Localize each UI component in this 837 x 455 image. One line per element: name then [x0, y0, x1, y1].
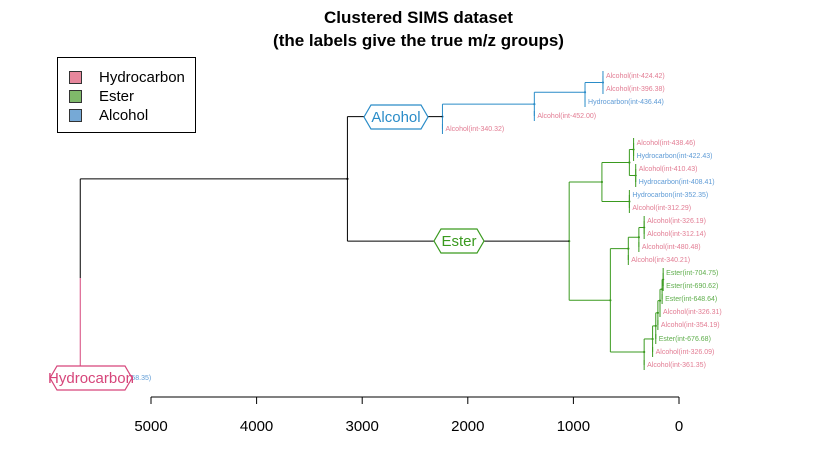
legend-item-alcohol: Alcohol	[69, 106, 148, 124]
leaf-label-hydrocarbon-int-436-44: Hydrocarbon(int-436.44)	[588, 99, 664, 106]
leaf-label-alcohol-int-396-38: Alcohol(int-396.38)	[606, 86, 665, 93]
dendrogram-node-dot-E12	[654, 324, 657, 328]
dendrogram-node-dot-E16	[662, 278, 665, 281]
leaf-label-alcohol-int-340-21: Alcohol(int-340.21)	[631, 257, 690, 264]
legend-item-hydrocarbon: Hydrocarbon	[69, 68, 185, 86]
leaf-label-hydrocarbon-int-408-41: Hydrocarbon(int-408.41)	[639, 179, 715, 186]
x-tick-label-1000: 1000	[557, 418, 590, 435]
leaf-label-alcohol-int-312-29: Alcohol(int-312.29)	[632, 205, 691, 212]
leaf-label-hydrocarbon-int-352-35: Hydrocarbon(int-352.35)	[632, 192, 708, 199]
leaf-label-alcohol-int-326-09: Alcohol(int-326.09)	[656, 349, 715, 356]
leaf-label-alcohol-int-312-14: Alcohol(int-312.14)	[647, 231, 706, 238]
x-tick-label-2000: 2000	[451, 418, 484, 435]
leaf-label-ester-int-704-75: Ester(int-704.75)	[666, 270, 718, 277]
x-tick-label-0: 0	[675, 418, 683, 435]
dendrogram-node-dot-E3	[628, 161, 631, 164]
chart-subtitle: (the labels give the true m/z groups)	[273, 31, 564, 50]
leaf-label-ester-int-690-62: Ester(int-690.62)	[666, 283, 718, 290]
leaf-label-alcohol-int-410-43: Alcohol(int-410.43)	[639, 166, 698, 173]
legend-swatch-alcohol	[69, 108, 82, 122]
leaf-label-alcohol-int-361-35: Alcohol(int-361.35)	[647, 362, 706, 369]
leaf-label-alcohol-int-424-42: Alcohol(int-424.42)	[606, 73, 665, 80]
legend-swatch-ester	[69, 89, 82, 103]
cluster-label-ester: Ester	[441, 233, 476, 250]
cluster-label-box-hydrocarbon	[49, 365, 133, 391]
leaf-label-alcohol-int-480-48: Alcohol(int-480.48)	[642, 244, 701, 251]
leaf-label-alcohol-int-326-31: Alcohol(int-326.31)	[663, 309, 722, 316]
leaf-label-alcohol-int-452-00: Alcohol(int-452.00)	[537, 113, 596, 120]
legend-label-hydrocarbon: Hydrocarbon	[99, 68, 185, 86]
cluster-label-box-alcohol	[363, 104, 429, 130]
legend-item-ester: Ester	[69, 87, 134, 105]
legend-label-alcohol: Alcohol	[99, 106, 149, 124]
leaf-label-ester-int-676-68: Ester(int-676.68)	[659, 336, 711, 343]
dendrogram-node-dot-E9	[637, 236, 640, 239]
leaf-label-alcohol-int-326-19: Alcohol(int-326.19)	[647, 218, 706, 225]
leaf-label-alcohol-int-354-19: Alcohol(int-354.19)	[661, 322, 720, 329]
x-tick-label-4000: 4000	[240, 418, 273, 435]
cluster-label-box-ester	[433, 228, 485, 254]
dendrogram-node-dot-E5	[632, 148, 635, 151]
x-tick-label-3000: 3000	[346, 418, 379, 435]
dendrogram-node-dot-E4	[628, 200, 631, 203]
leaf-label-hydrocarbon-int-422-43: Hydrocarbon(int-422.43)	[637, 153, 713, 160]
legend-label-ester: Ester	[99, 87, 135, 105]
x-tick-label-5000: 5000	[134, 418, 167, 435]
dendrogram-node-dot-E14	[658, 299, 662, 302]
cluster-label-alcohol: Alcohol	[371, 109, 420, 126]
cluster-label-hydrocarbon: Hydrocarbon	[48, 370, 134, 387]
legend-swatch-hydrocarbon	[69, 70, 82, 84]
chart-title: Clustered SIMS dataset	[324, 8, 513, 27]
leaf-label-alcohol-int-340-32: Alcohol(int-340.32)	[445, 126, 504, 133]
leaf-label-alcohol-int-438-46: Alcohol(int-438.46)	[637, 140, 696, 147]
leaf-label-ester-int-648-64: Ester(int-648.64)	[665, 296, 717, 303]
legend: Hydrocarbon Ester Alcohol	[57, 57, 196, 133]
